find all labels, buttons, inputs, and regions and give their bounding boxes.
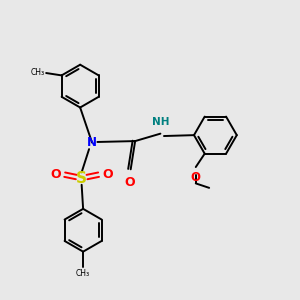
Text: S: S bbox=[76, 171, 87, 186]
Text: N: N bbox=[87, 136, 97, 149]
Text: O: O bbox=[124, 176, 134, 189]
Text: O: O bbox=[191, 171, 201, 184]
Text: CH₃: CH₃ bbox=[31, 68, 45, 77]
Text: O: O bbox=[102, 168, 113, 181]
Text: CH₃: CH₃ bbox=[76, 269, 90, 278]
Text: NH: NH bbox=[152, 117, 170, 127]
Text: O: O bbox=[50, 168, 61, 181]
